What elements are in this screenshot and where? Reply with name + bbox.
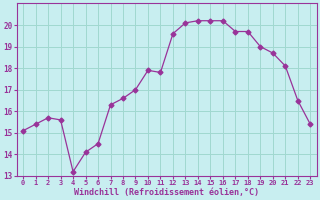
X-axis label: Windchill (Refroidissement éolien,°C): Windchill (Refroidissement éolien,°C)	[74, 188, 259, 197]
